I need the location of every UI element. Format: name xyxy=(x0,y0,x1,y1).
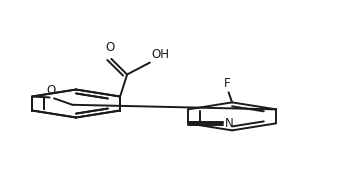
Text: F: F xyxy=(224,78,230,90)
Text: OH: OH xyxy=(152,48,170,61)
Text: O: O xyxy=(47,83,56,97)
Text: O: O xyxy=(105,41,114,54)
Text: N: N xyxy=(225,117,234,130)
